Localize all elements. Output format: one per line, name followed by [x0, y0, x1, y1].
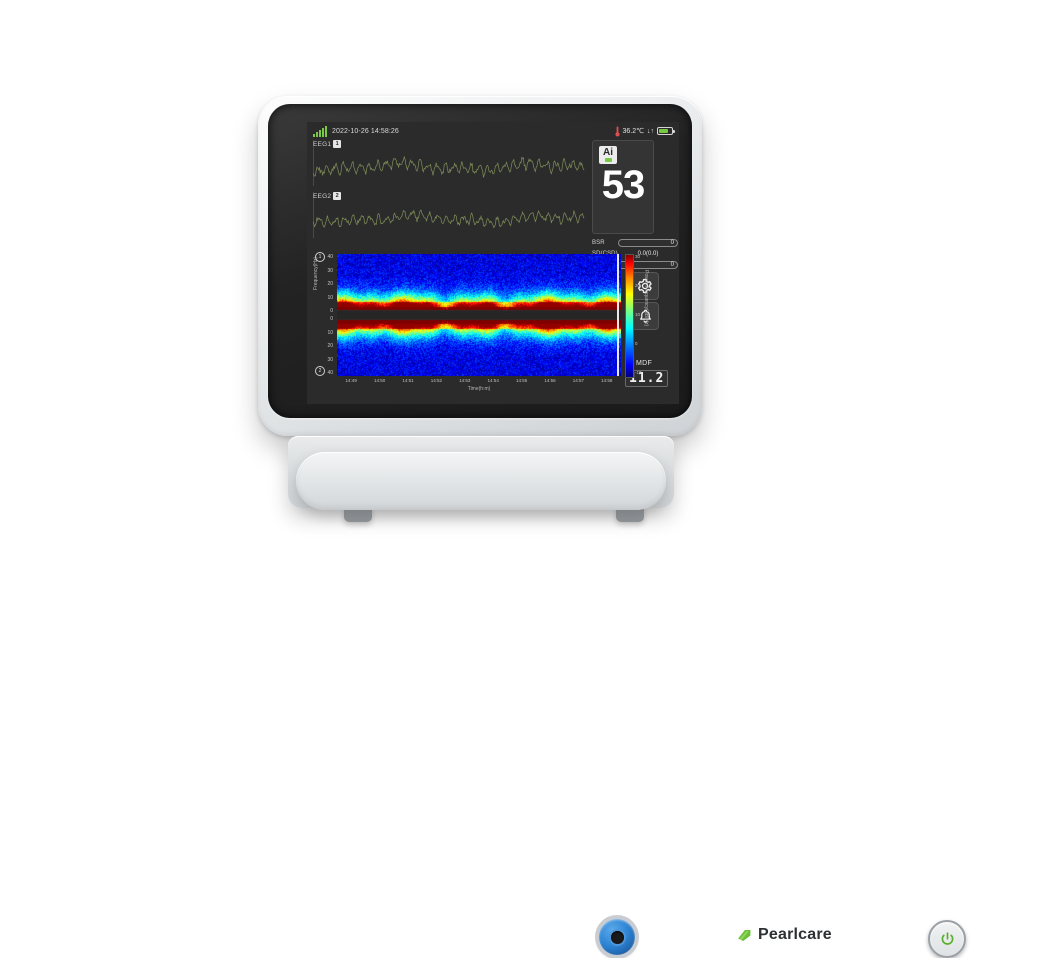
xtick-14-49: 14:49 — [345, 378, 357, 383]
colorbar-tick-0: 0 — [635, 341, 638, 346]
ytick-top-20: 20 — [327, 281, 333, 287]
brand-logo: Pearlcare — [736, 926, 832, 944]
mdf-value: 11.2 — [625, 370, 669, 387]
eeg2-trace — [313, 209, 585, 229]
spectrogram-channel-top: 1 — [315, 252, 325, 262]
eeg2-label: EEG2 — [313, 192, 332, 200]
ai-badge-text: Ai — [603, 147, 613, 158]
status-datetime: 2022-10-26 14:58:26 — [332, 127, 399, 135]
colorbar — [625, 254, 634, 378]
colorbar-tick-10: 10 — [635, 312, 641, 317]
xtick-14-51: 14:51 — [402, 378, 414, 383]
xtick-14-58: 14:58 — [601, 378, 613, 383]
eeg2-baseline — [313, 192, 314, 238]
ytick-bottom-30: 30 — [327, 356, 333, 363]
xtick-14-50: 14:50 — [373, 378, 386, 383]
eeg1-label: EEG1 — [313, 140, 332, 148]
mdf-display: MDF 11.2 — [625, 360, 669, 387]
leaf-logo-icon — [736, 927, 753, 944]
mdf-label: MDF — [635, 360, 653, 367]
param-row-sdcsd: SD(CSD) 0.0(0.0) — [592, 249, 678, 258]
eeg1-label-group: EEG1 1 — [313, 140, 342, 148]
ai-index-panel[interactable]: Ai 53 — [592, 140, 654, 234]
power-icon — [941, 931, 953, 945]
spectrogram-channel-bottom: 2 — [315, 366, 325, 376]
device-foot-left — [344, 506, 372, 522]
xtick-14-53: 14:53 — [459, 378, 471, 383]
gear-icon — [638, 278, 652, 294]
colorbar-label: Power Frequency(dB/Hz) — [643, 270, 649, 327]
spectrogram-panel[interactable]: Frequency(Hz) 1 2 40 30 20 10 0 0 10 20 30 40 14… — [313, 252, 673, 402]
ytick-top-30: 30 — [327, 267, 333, 274]
colorbar-tick-20: 20 — [635, 283, 641, 288]
colorbar-tick-30: 30 — [635, 254, 641, 259]
xtick-14-57: 14:57 — [572, 378, 585, 383]
ytick-top-0: 0 — [330, 308, 333, 314]
ai-index-icon: Ai — [599, 146, 617, 164]
bell-icon — [639, 309, 651, 323]
ytick-top-10: 10 — [327, 294, 333, 301]
temperature-value: 36.2℃ — [622, 128, 645, 135]
patient-monitor-device: 2022-10-26 14:58:26 36.2℃ ↓↑ EEG1 1 — [258, 96, 966, 958]
ytick-top-40: 40 — [327, 254, 333, 260]
ytick-bottom-20: 20 — [327, 343, 333, 349]
status-right-group: 36.2℃ ↓↑ — [614, 126, 675, 137]
colorbar-tick--10: -10 — [635, 370, 642, 375]
xtick-14-54: 14:54 — [487, 378, 499, 383]
ytick-bottom-10: 10 — [327, 329, 333, 336]
eeg-channel-2: EEG2 2 — [313, 192, 585, 244]
thermometer-icon — [614, 126, 620, 136]
param-label-bsr: BSR — [592, 239, 605, 246]
eeg1-lead-badge: 1 — [333, 140, 342, 148]
param-value-emg: 0 — [670, 261, 674, 268]
ytick-bottom-0: 0 — [330, 316, 333, 322]
eeg1-baseline — [313, 140, 314, 186]
param-value-bsr: 0 — [670, 239, 674, 246]
status-bar: 2022-10-26 14:58:26 36.2℃ ↓↑ — [307, 122, 679, 138]
rotary-knob[interactable] — [599, 919, 635, 955]
eeg2-lead-badge: 2 — [333, 192, 342, 200]
eeg1-trace — [313, 155, 585, 178]
ai-badge-bar — [604, 158, 612, 162]
ai-index-value: 53 — [601, 163, 646, 207]
spectrogram-plot[interactable] — [337, 254, 621, 376]
settings-button[interactable] — [631, 272, 659, 300]
param-box-bsr: 0 — [618, 238, 678, 247]
xtick-14-56: 14:56 — [544, 378, 556, 383]
brand-name: Pearlcare — [758, 926, 832, 943]
updown-icon: ↓↑ — [647, 127, 654, 135]
device-front-panel: Pearlcare — [296, 452, 966, 958]
eeg-channel-1: EEG1 1 — [313, 140, 585, 192]
param-value-sdcsd: 0.0(0.0) — [637, 250, 659, 257]
param-label-sdcsd: SD(CSD) — [592, 251, 618, 257]
xtick-14-52: 14:52 — [430, 378, 443, 383]
spectrogram-xlabel: Time(h:m) — [467, 386, 491, 392]
monitor-screen[interactable]: 2022-10-26 14:58:26 36.2℃ ↓↑ EEG1 1 — [307, 122, 679, 404]
param-row-bsr: BSR 0 — [592, 238, 678, 247]
signal-bars-icon — [313, 125, 327, 137]
power-button[interactable] — [928, 920, 966, 958]
device-foot-right — [616, 506, 644, 522]
current-time-marker — [617, 254, 619, 376]
xtick-14-55: 14:55 — [515, 378, 528, 383]
ytick-bottom-40: 40 — [327, 370, 333, 376]
eeg-waveform-area: EEG1 1 EEG2 2 — [313, 140, 585, 250]
knob-center — [610, 930, 624, 944]
alarm-button[interactable] — [631, 302, 659, 330]
eeg2-label-group: EEG2 2 — [313, 192, 342, 200]
battery-icon — [657, 127, 675, 135]
